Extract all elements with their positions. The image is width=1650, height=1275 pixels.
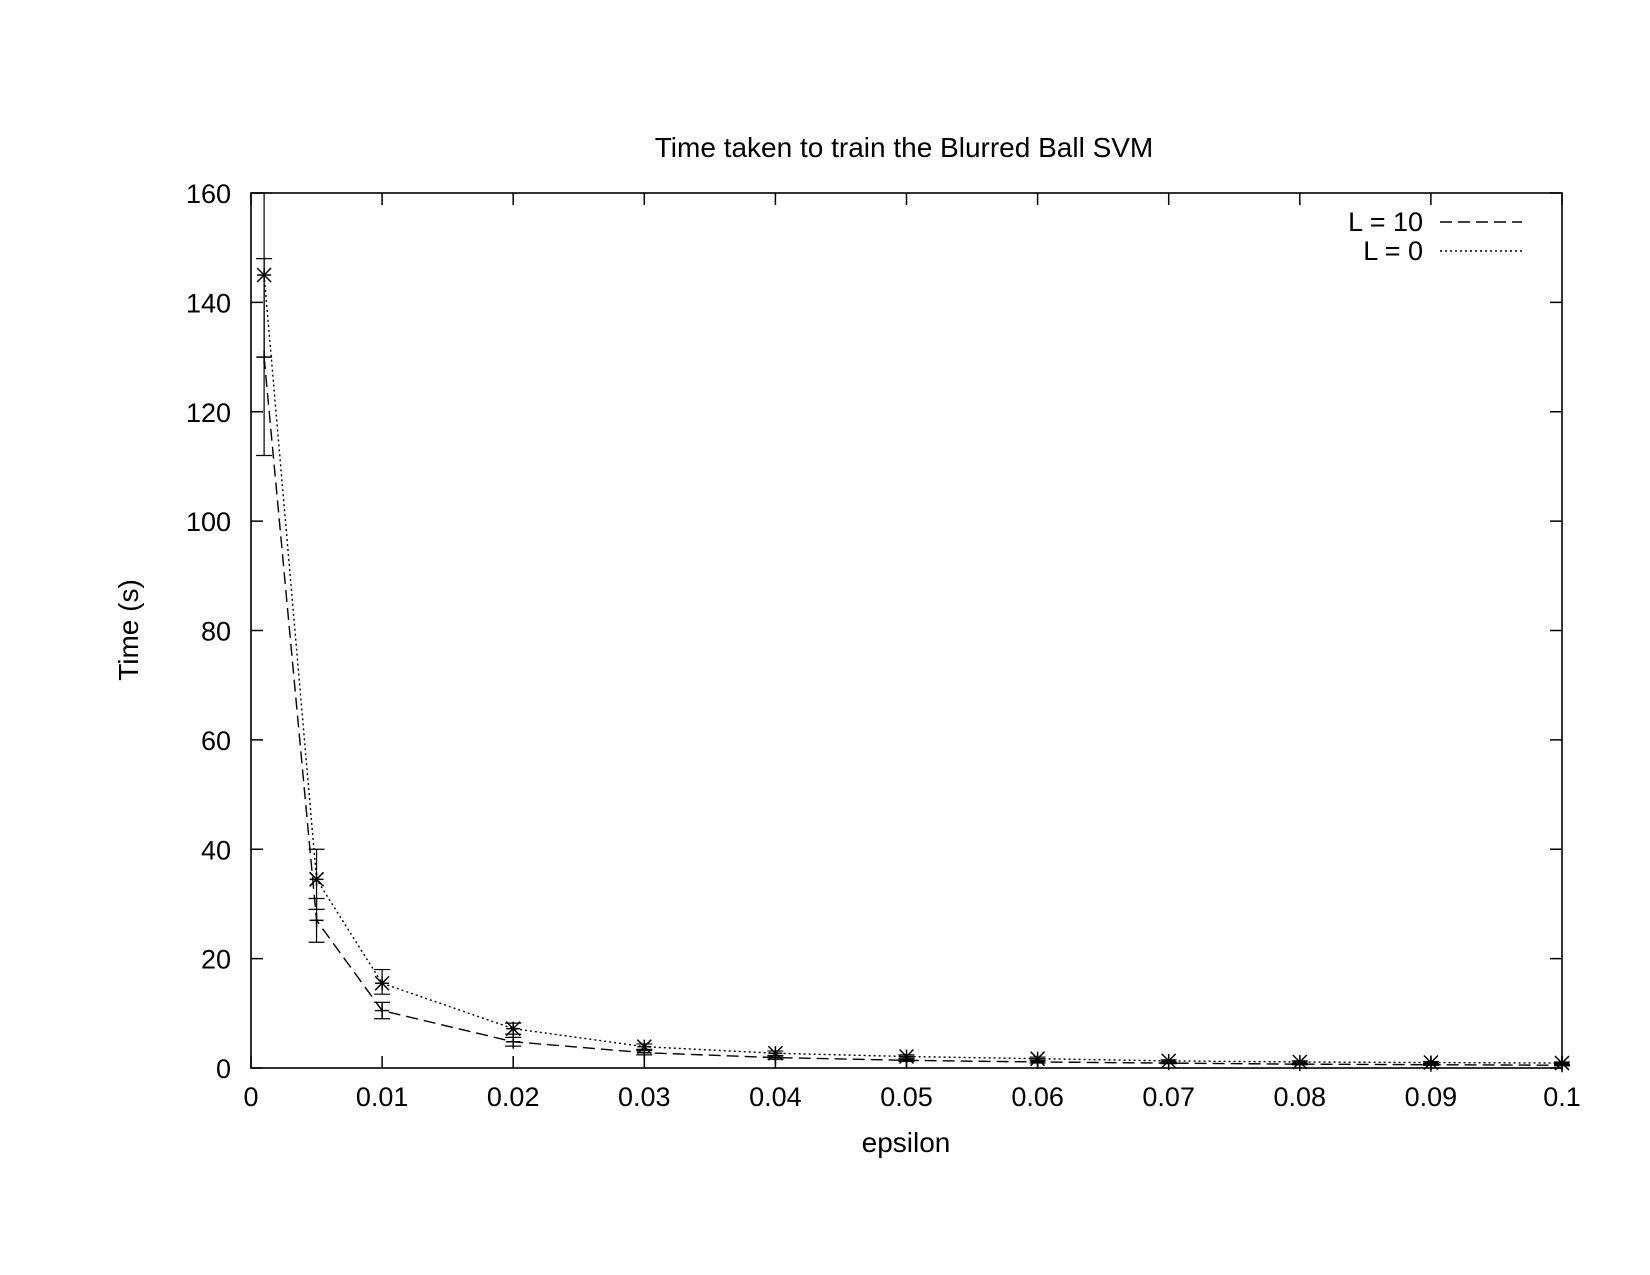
star-marker <box>374 975 390 991</box>
plot-frame <box>250 192 1563 1069</box>
x-tick-label: 0.03 <box>618 1082 671 1112</box>
series-2 <box>256 192 1570 1071</box>
x-tick-label: 0.07 <box>1142 1082 1195 1112</box>
star-marker <box>1554 1055 1570 1071</box>
y-tick-label: 100 <box>186 507 231 537</box>
x-tick-label: 0.06 <box>1011 1082 1064 1112</box>
x-tick-label: 0.05 <box>880 1082 933 1112</box>
y-tick-label: 40 <box>201 835 231 865</box>
y-tick-label: 60 <box>201 726 231 756</box>
legend: L = 10L = 0 <box>1348 207 1522 266</box>
star-marker <box>256 267 272 283</box>
x-tick-label: 0.09 <box>1405 1082 1458 1112</box>
y-axis-label: Time (s) <box>113 579 144 681</box>
star-marker <box>1030 1051 1046 1067</box>
series-layer <box>256 192 1570 1073</box>
x-tick-label: 0.1 <box>1543 1082 1581 1112</box>
chart-title: Time taken to train the Blurred Ball SVM <box>655 132 1154 163</box>
y-tick-label: 80 <box>201 617 231 647</box>
y-tick-label: 20 <box>201 945 231 975</box>
y-tick-label: 140 <box>186 288 231 318</box>
x-tick-label: 0.01 <box>356 1082 409 1112</box>
star-marker <box>767 1045 783 1061</box>
x-tick-label: 0.08 <box>1274 1082 1327 1112</box>
star-marker <box>1423 1055 1439 1071</box>
y-tick-label: 0 <box>216 1054 231 1084</box>
star-marker <box>898 1048 915 1065</box>
star-marker <box>505 1021 521 1037</box>
axis-ticks: 0 0.01 0.02 0.03 0.04 0.05 0.06 0.07 0.08 0.09 0.1… <box>186 179 1581 1112</box>
x-tick-label: 0.04 <box>749 1082 802 1112</box>
y-tick-label: 120 <box>186 398 231 428</box>
star-marker <box>636 1039 652 1055</box>
legend-label: L = 10 <box>1348 207 1423 237</box>
y-tick-label: 160 <box>186 179 231 209</box>
series-line <box>263 274 1563 1064</box>
legend-label: L = 0 <box>1363 236 1423 266</box>
series-line <box>263 356 1563 1066</box>
series-1 <box>256 258 1570 1073</box>
x-tick-label: 0.02 <box>487 1082 540 1112</box>
x-axis-label: epsilon <box>862 1127 951 1158</box>
x-tick-label: 0 <box>243 1082 258 1112</box>
star-marker <box>1292 1054 1308 1070</box>
star-marker <box>1161 1053 1177 1069</box>
star-marker <box>309 871 325 887</box>
